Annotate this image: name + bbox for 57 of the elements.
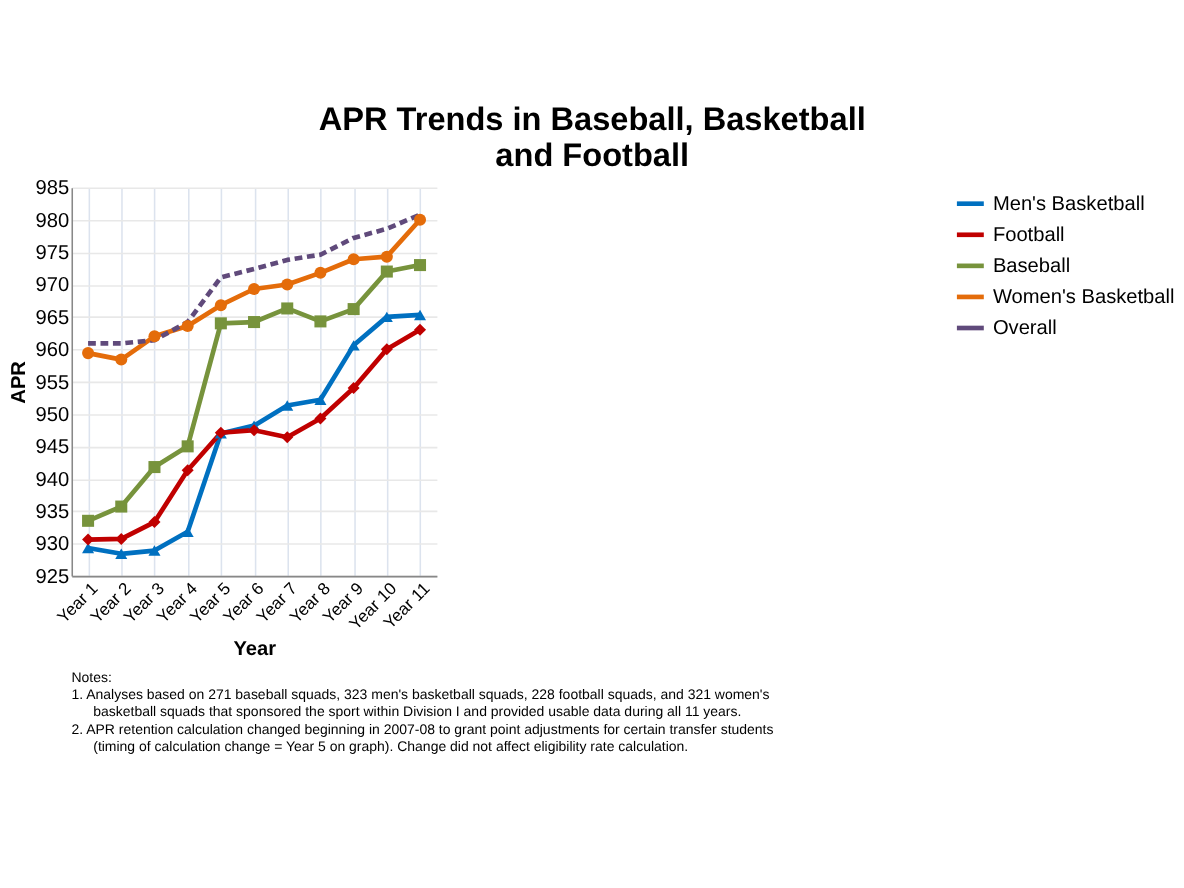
y-tick-label: 935	[35, 502, 70, 525]
point	[181, 440, 194, 453]
point	[347, 303, 360, 316]
point	[314, 394, 327, 405]
legend-label: Football	[992, 224, 1065, 247]
point	[248, 283, 261, 296]
point	[347, 253, 360, 266]
legend-label: Women's Basketball	[992, 287, 1175, 310]
point	[148, 461, 161, 474]
y-tick-label: 930	[35, 534, 70, 557]
point	[347, 340, 360, 351]
y-tick-label: 945	[35, 437, 70, 460]
y-tick-label: 955	[35, 372, 70, 395]
text: APR Trends in Baseball, Basketball and Football	[318, 101, 866, 174]
point	[214, 299, 227, 312]
point	[82, 514, 95, 527]
point	[314, 266, 327, 279]
y-tick-label: 960	[35, 340, 70, 363]
point	[115, 353, 128, 366]
point	[181, 464, 194, 477]
point	[414, 323, 427, 336]
legend-label: Baseball	[992, 256, 1071, 279]
point	[347, 382, 360, 395]
point	[281, 278, 294, 291]
point	[214, 317, 227, 330]
y-tick-label: 925	[35, 566, 70, 589]
point	[380, 265, 393, 278]
point	[248, 424, 261, 437]
point	[148, 516, 161, 529]
point	[380, 343, 393, 356]
point	[414, 259, 427, 272]
y-tick-label: 950	[35, 404, 70, 427]
y-tick-label: 985	[35, 178, 70, 201]
point	[414, 309, 427, 321]
point	[115, 500, 128, 513]
point	[148, 545, 161, 556]
point	[181, 319, 194, 332]
point	[314, 412, 327, 425]
point	[314, 315, 327, 328]
point	[248, 316, 261, 329]
y-tick-label: 980	[35, 210, 70, 233]
point	[414, 213, 427, 226]
x-axis-title: Year	[233, 638, 277, 661]
legend-label: Overall	[992, 318, 1057, 341]
y-tick-label: 975	[35, 243, 70, 266]
y-axis-title: APR	[8, 359, 31, 404]
y-tick-label: 965	[35, 307, 70, 330]
point	[281, 431, 294, 444]
legend-label: Men's Basketball	[992, 193, 1145, 216]
point	[115, 548, 128, 560]
line-series	[85, 212, 423, 346]
y-tick-label: 940	[35, 469, 70, 492]
y-tick-label: 970	[35, 275, 70, 298]
point	[148, 330, 161, 343]
point	[82, 347, 95, 360]
point	[281, 302, 294, 315]
point	[380, 250, 393, 263]
